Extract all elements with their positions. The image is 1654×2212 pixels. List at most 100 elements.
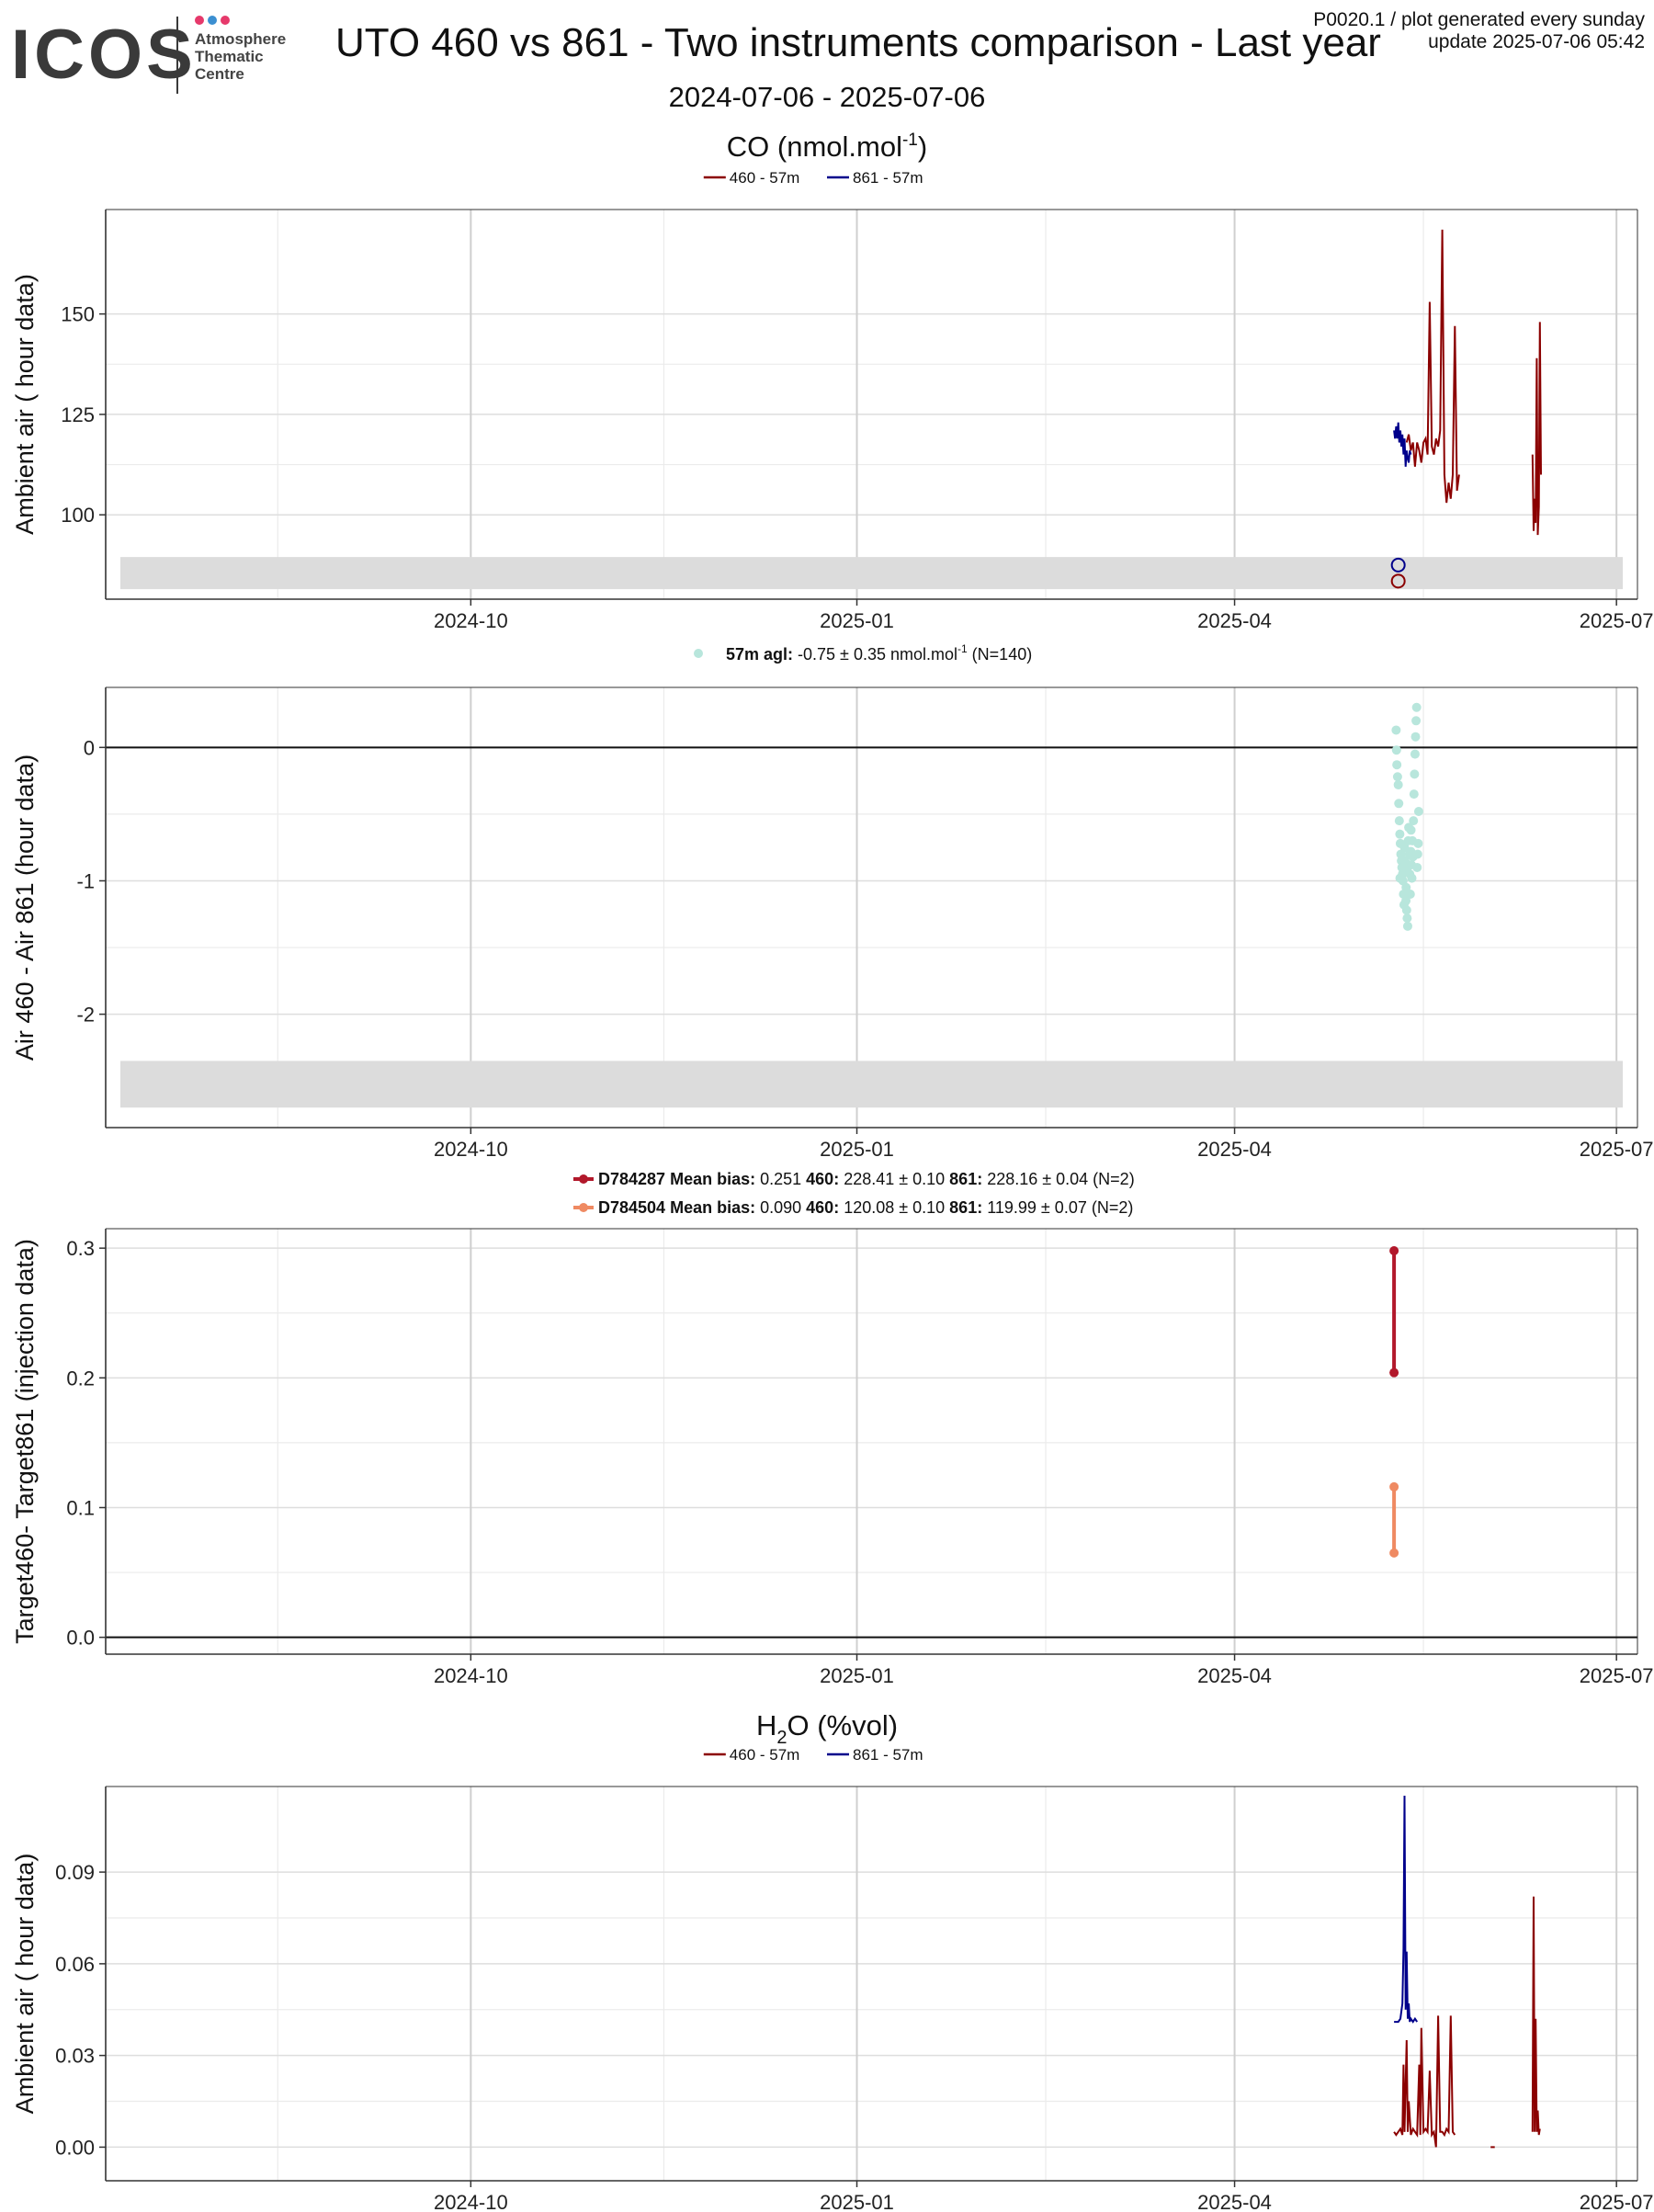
legend-label-1: 861 - 57m bbox=[853, 169, 923, 187]
panel-co_air: 100 125 150 2024-10 2025-01 2025-04 2025-07 Amb… bbox=[11, 209, 1654, 632]
co-section-title: CO (nmol.mol-1) bbox=[727, 130, 927, 163]
x-tick-label-1: 2025-01 bbox=[820, 1138, 894, 1161]
y-tick-label-3: 0.3 bbox=[66, 1237, 95, 1260]
y-tick-label-1: 0.03 bbox=[55, 2045, 95, 2068]
x-tick-label-2: 2025-04 bbox=[1197, 609, 1272, 632]
series-460-57m-0 bbox=[1393, 2015, 1456, 2148]
h2o-legend: 460 - 57m 861 - 57m bbox=[703, 1746, 923, 1764]
x-tick-label-2: 2025-04 bbox=[1197, 2191, 1272, 2212]
diff-point-2 bbox=[1392, 760, 1402, 770]
y-tick-label-1: -1 bbox=[76, 869, 95, 892]
y-tick-label-0: -2 bbox=[76, 1004, 95, 1027]
y-tick-label-0: 100 bbox=[61, 504, 95, 527]
diff-point-1 bbox=[1391, 745, 1401, 755]
page-title: UTO 460 vs 861 - Two instruments compari… bbox=[335, 20, 1381, 65]
point-D784504-1 bbox=[1389, 1548, 1399, 1558]
update-note-line2: update 2025-07-06 05:42 bbox=[1428, 31, 1645, 53]
panel-target: 0.0 0.1 0.2 0.3 2024-10 2025-01 2025-04 2025-07… bbox=[11, 1228, 1654, 1687]
y-tick-label-3: 0.09 bbox=[55, 1861, 95, 1884]
marker-circle-0 bbox=[1390, 557, 1406, 573]
y-tick-label-2: 0 bbox=[84, 736, 95, 759]
diff-legend: 57m agl: -0.75 ± 0.35 nmol.mol-1 (N=140) bbox=[694, 642, 1032, 664]
point-D784504-0 bbox=[1389, 1481, 1399, 1492]
diff-point-47 bbox=[1395, 873, 1405, 883]
diff-point-30 bbox=[1407, 873, 1417, 883]
y-tick-label-2: 0.2 bbox=[66, 1367, 95, 1390]
logo-dot-pink2 bbox=[221, 16, 230, 25]
series-460-57m-2 bbox=[1531, 1896, 1541, 2136]
diff-legend-text: 57m agl: -0.75 ± 0.35 nmol.mol-1 (N=140) bbox=[726, 642, 1032, 664]
diff-point-46 bbox=[1406, 825, 1416, 835]
diff-point-36 bbox=[1410, 749, 1420, 759]
logo-wordmark: ICOS bbox=[11, 16, 197, 94]
icos-logo: ICOS Atmosphere Thematic Centre bbox=[11, 16, 286, 94]
diff-point-34 bbox=[1409, 789, 1419, 800]
x-tick-label-0: 2024-10 bbox=[434, 1138, 508, 1161]
y-axis-label: Ambient air ( hour data) bbox=[11, 274, 39, 535]
diff-point-21 bbox=[1402, 913, 1412, 924]
diff-point-20 bbox=[1401, 905, 1411, 915]
diff-point-43 bbox=[1413, 806, 1423, 816]
y-tick-label-0: 0.00 bbox=[55, 2136, 95, 2159]
logo-dot-pink bbox=[195, 16, 204, 25]
diff-point-39 bbox=[1411, 702, 1422, 712]
diff-point-4 bbox=[1393, 779, 1403, 789]
series-861-57m-0 bbox=[1394, 1795, 1419, 2024]
x-tick-label-0: 2024-10 bbox=[434, 2191, 508, 2212]
diff-point-27 bbox=[1405, 889, 1415, 899]
diff-point-42 bbox=[1413, 838, 1423, 848]
diff-point-5 bbox=[1394, 799, 1404, 809]
diff-point-0 bbox=[1391, 725, 1401, 735]
co-legend: 460 - 57m 861 - 57m bbox=[703, 169, 923, 187]
y-tick-label-2: 0.06 bbox=[55, 1953, 95, 1976]
diff-legend-key bbox=[694, 649, 703, 658]
target-legend-text-0: D784287 Mean bias: 0.251 460: 228.41 ± 0… bbox=[598, 1170, 1135, 1188]
diff-point-37 bbox=[1410, 732, 1421, 742]
diff-point-35 bbox=[1410, 769, 1420, 779]
legend-label-1: 861 - 57m bbox=[853, 1746, 923, 1764]
logo-subtext-2: Thematic bbox=[195, 48, 264, 65]
y-tick-label-0: 0.0 bbox=[66, 1627, 95, 1650]
diff-point-45 bbox=[1401, 896, 1411, 906]
point-D784287-1 bbox=[1389, 1367, 1399, 1378]
diff-point-33 bbox=[1409, 816, 1419, 826]
target-legend-row-0: D784287 Mean bias: 0.251 460: 228.41 ± 0… bbox=[573, 1170, 1135, 1188]
x-tick-label-2: 2025-04 bbox=[1197, 1138, 1272, 1161]
series-861-57m-0 bbox=[1393, 422, 1412, 467]
logo-subtext-3: Centre bbox=[195, 65, 244, 83]
target-legend-text-1: D784504 Mean bias: 0.090 460: 120.08 ± 0… bbox=[598, 1198, 1133, 1217]
update-note: P0020.1 / plot generated every sunday up… bbox=[1313, 9, 1645, 53]
point-D784287-0 bbox=[1389, 1245, 1399, 1255]
target-legend-dot-1 bbox=[579, 1203, 588, 1212]
diff-point-41 bbox=[1412, 849, 1422, 859]
y-axis-label: Air 460 - Air 861 (hour data) bbox=[11, 754, 39, 1061]
diff-point-3 bbox=[1392, 772, 1402, 782]
y-tick-label-1: 125 bbox=[61, 403, 95, 426]
diff-point-38 bbox=[1411, 716, 1422, 726]
date-range: 2024-07-06 - 2025-07-06 bbox=[668, 81, 986, 113]
series-460-57m-1 bbox=[1531, 322, 1542, 536]
legend-label-0: 460 - 57m bbox=[730, 1746, 800, 1764]
y-tick-label-2: 150 bbox=[61, 303, 95, 326]
shaded-band bbox=[120, 557, 1623, 590]
diff-point-19 bbox=[1401, 882, 1411, 892]
shaded-band bbox=[120, 1061, 1623, 1108]
x-tick-label-1: 2025-01 bbox=[820, 2191, 894, 2212]
diff-point-40 bbox=[1412, 862, 1422, 872]
x-tick-label-0: 2024-10 bbox=[434, 609, 508, 632]
h2o-section-title: H2O (%vol) bbox=[756, 1709, 898, 1748]
target-legend-row-1: D784504 Mean bias: 0.090 460: 120.08 ± 0… bbox=[573, 1198, 1133, 1217]
x-tick-label-3: 2025-07 bbox=[1580, 1664, 1654, 1687]
logo-subtext-1: Atmosphere bbox=[195, 30, 286, 48]
target-legend-dot-0 bbox=[579, 1174, 588, 1184]
marker-circle-1 bbox=[1390, 573, 1406, 589]
y-axis-label: Target460- Target861 (injection data) bbox=[11, 1239, 39, 1644]
x-tick-label-1: 2025-01 bbox=[820, 609, 894, 632]
x-tick-label-0: 2024-10 bbox=[434, 1664, 508, 1687]
diff-point-22 bbox=[1402, 921, 1412, 931]
y-tick-label-1: 0.1 bbox=[66, 1496, 95, 1519]
x-tick-label-1: 2025-01 bbox=[820, 1664, 894, 1687]
diff-point-44 bbox=[1402, 862, 1412, 872]
update-note-line1: P0020.1 / plot generated every sunday bbox=[1313, 9, 1645, 30]
